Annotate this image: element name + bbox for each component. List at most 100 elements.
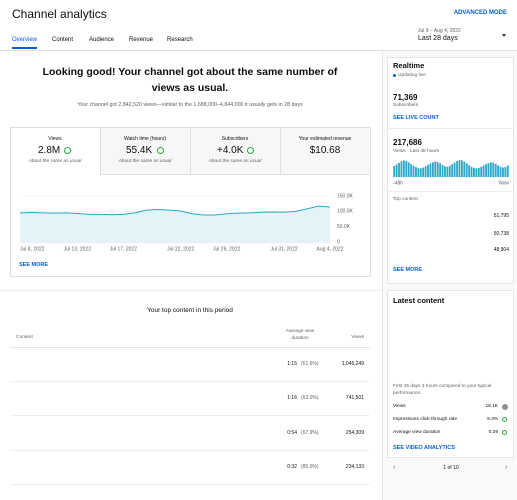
duration-percent: (67.9%) [301, 430, 319, 436]
bar [444, 166, 446, 177]
check-icon [502, 417, 507, 422]
bar [436, 162, 439, 177]
x-tick-label: Jul 8, 2022 [20, 246, 45, 252]
bar [489, 162, 492, 177]
views: 234,133 [345, 464, 364, 470]
bar [477, 167, 480, 177]
x-tick-label: Jul 31, 2022 [270, 246, 297, 252]
tab[interactable]: Audience [89, 37, 115, 43]
section-title: Your top content in this period [147, 307, 233, 314]
metric-name: Views [393, 404, 406, 409]
divider [10, 347, 370, 348]
bar [497, 165, 500, 177]
see-video-analytics[interactable]: SEE VIDEO ANALYTICS [393, 445, 455, 451]
divider [387, 191, 514, 192]
metric-value[interactable]: 2.8M [38, 145, 61, 156]
check-icon [157, 147, 164, 154]
date-range[interactable]: Jul 9 – Aug 4, 2022 [418, 28, 461, 34]
see-live-count[interactable]: SEE LIVE COUNT [393, 115, 439, 121]
x-tick-label: Jul 26, 2022 [213, 246, 240, 252]
bar [494, 163, 497, 177]
card-title: Latest content [393, 296, 445, 305]
metric-value[interactable]: $10.68 [309, 145, 341, 156]
tab[interactable]: Revenue [129, 37, 154, 43]
views-chart: 0 50.0K 100.0K 150.0K Jul 8, 2022 Jul 13, 202… [19, 193, 354, 252]
x-tick-label: Jul 17, 2022 [110, 246, 137, 252]
bar [480, 166, 483, 177]
see-more[interactable]: SEE MORE [19, 262, 49, 268]
tab[interactable]: Overview [12, 37, 38, 43]
views-label: Views · Last 48 hours [393, 149, 440, 154]
metric-label[interactable]: Your estimated revenue [298, 136, 352, 142]
bar [407, 162, 410, 177]
bar [402, 160, 405, 177]
bar [451, 164, 454, 177]
top-views: 48,904 [493, 247, 509, 253]
divider [280, 128, 281, 175]
advanced-mode[interactable]: ADVANCED MODE [453, 10, 507, 16]
bar [424, 166, 427, 177]
column-header: Views [351, 335, 364, 340]
y-tick-label: 50.0K [337, 224, 351, 230]
metric-label[interactable]: Subscribers [221, 136, 249, 142]
metric-note: About the same as usual [28, 159, 82, 164]
prev-button[interactable]: ‹ [393, 464, 396, 471]
metric-label[interactable]: Watch time (hours) [123, 136, 167, 142]
divider [387, 128, 514, 129]
summary-detail: Your channel got 2,842,520 views—similar… [77, 102, 303, 108]
top-views: 50,738 [493, 231, 509, 237]
live-status: Updating live [398, 72, 426, 78]
bar [485, 164, 487, 177]
bar [410, 164, 413, 177]
divider [10, 484, 370, 485]
bar [448, 165, 451, 177]
views: 741,501 [345, 395, 364, 401]
live-dot [393, 74, 396, 77]
bar [412, 165, 415, 177]
metric-value: 0:29 [488, 430, 498, 435]
metric-value: 9.3% [487, 417, 498, 422]
bar [431, 162, 434, 177]
dropdown-arrow[interactable] [502, 34, 506, 37]
divider [10, 450, 370, 451]
bar [417, 168, 420, 177]
views: 1,045,249 [341, 361, 364, 367]
bar [504, 167, 507, 177]
divider [10, 415, 370, 416]
metric-note: About the same as usual [208, 159, 262, 164]
check-icon [64, 147, 71, 154]
overview-card [10, 127, 371, 277]
x-tick-label: Jul 13, 2022 [64, 246, 91, 252]
subscriber-label: Subscribers [393, 103, 419, 108]
bar [439, 163, 442, 177]
metric-value: 18.1K [485, 404, 498, 409]
bar [429, 163, 432, 177]
bar [460, 160, 463, 177]
metric-label[interactable]: Views [48, 136, 62, 142]
bar [502, 167, 504, 177]
x-tick-label: -48h [393, 180, 403, 186]
see-more[interactable]: SEE MORE [393, 267, 423, 273]
period[interactable]: Last 28 days [418, 35, 458, 42]
bar [456, 161, 458, 177]
latest-intro: First 45 days 3 hours compared to your t… [393, 384, 492, 396]
bar [468, 165, 471, 177]
bar [434, 161, 437, 177]
bar [499, 166, 502, 177]
next-button[interactable]: › [505, 464, 508, 471]
metric-value[interactable]: +4.0K [217, 145, 244, 156]
top-views: 51,795 [493, 213, 509, 219]
metric-value[interactable]: 55.4K [126, 145, 153, 156]
top-content-label: Top content [393, 197, 418, 202]
duration: 1:15 [287, 361, 297, 367]
tab[interactable]: Content [52, 37, 74, 43]
bar [482, 165, 485, 177]
y-tick-label: 0 [337, 239, 340, 245]
check-icon [247, 147, 254, 154]
headline: Looking good! Your channel got about the… [42, 66, 338, 94]
views: 254,309 [345, 430, 364, 436]
tab[interactable]: Research [167, 37, 193, 43]
duration: 0:32 [287, 464, 297, 470]
divider [0, 50, 517, 51]
